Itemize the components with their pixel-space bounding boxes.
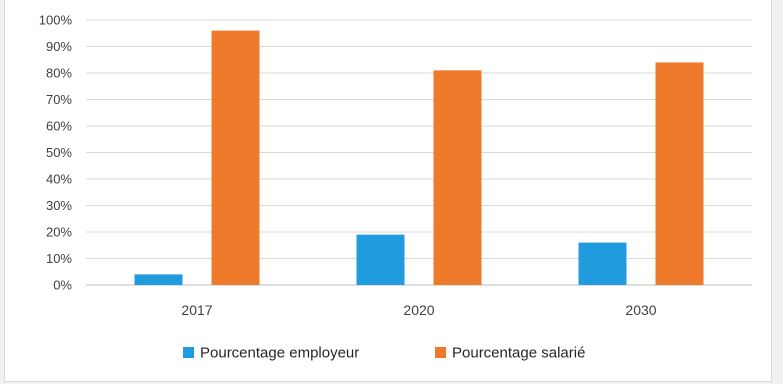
bar-salarie-2030	[655, 62, 704, 286]
bars	[134, 30, 704, 286]
bar-salarie-2020	[433, 70, 482, 285]
y-tick-label: 20%	[46, 225, 72, 240]
x-axis-tick-labels: 2017 2020 2030	[181, 302, 656, 318]
x-tick-label: 2017	[181, 302, 212, 318]
y-tick-label: 100%	[39, 13, 73, 28]
legend: Pourcentage employeur Pourcentage salarié	[183, 345, 585, 362]
legend-swatch	[435, 347, 446, 358]
y-tick-label: 80%	[46, 66, 72, 81]
legend-label: Pourcentage employeur	[200, 345, 359, 362]
y-tick-label: 70%	[46, 92, 72, 107]
y-tick-label: 50%	[46, 145, 72, 160]
legend-swatch	[183, 347, 194, 358]
y-tick-label: 90%	[46, 39, 72, 54]
bar-employeur-2030	[578, 242, 627, 285]
chart-frame	[4, 0, 772, 382]
y-tick-label: 40%	[46, 172, 72, 187]
x-tick-label: 2030	[625, 302, 656, 318]
y-tick-label: 0%	[53, 278, 72, 293]
y-tick-label: 10%	[46, 251, 72, 266]
bar-salarie-2017	[211, 30, 260, 285]
y-axis-tick-labels: 0% 10% 20% 30% 40% 50% 60% 70% 80% 90% 100%	[39, 13, 73, 293]
y-tick-label: 30%	[46, 198, 72, 213]
gridlines	[86, 19, 752, 286]
bar-employeur-2017	[134, 274, 183, 285]
y-tick-label: 60%	[46, 119, 72, 134]
legend-label: Pourcentage salarié	[452, 345, 585, 362]
x-tick-label: 2020	[403, 302, 434, 318]
bar-employeur-2020	[356, 234, 405, 285]
